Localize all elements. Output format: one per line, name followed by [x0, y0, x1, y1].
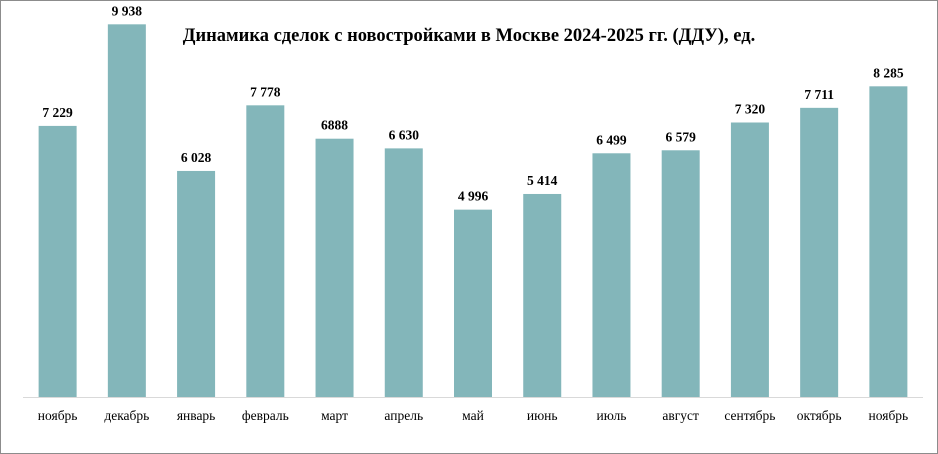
bar-0 [38, 125, 77, 397]
data-label-0: 7 229 [42, 105, 73, 120]
bar-11 [800, 107, 839, 397]
x-tick-label-6: май [462, 408, 484, 423]
data-label-6: 4 996 [458, 189, 489, 204]
data-label-7: 5 414 [527, 173, 558, 188]
bar-7 [523, 193, 562, 397]
data-label-11: 7 711 [804, 87, 834, 102]
x-tick-label-11: октябрь [797, 408, 842, 423]
x-tick-label-9: август [662, 408, 699, 423]
chart-title: Динамика сделок с новостройками в Москве… [182, 26, 756, 46]
data-label-9: 6 579 [666, 129, 697, 144]
x-tick-label-3: февраль [242, 408, 289, 423]
x-tick-label-0: ноябрь [38, 408, 78, 423]
x-tick-label-12: ноябрь [869, 408, 909, 423]
x-tick-label-5: апрель [384, 408, 423, 423]
x-tick-label-2: январь [177, 408, 216, 423]
bar-8 [592, 153, 631, 397]
bar-1 [107, 24, 146, 397]
bars-group [38, 24, 908, 398]
bar-6 [454, 209, 492, 397]
data-label-3: 7 778 [250, 84, 281, 99]
data-labels-group: 7 229 9 938 6 028 7 778 6888 6 630 4 996 5 414 6… [42, 3, 903, 203]
data-label-12: 8 285 [873, 65, 904, 80]
data-label-1: 9 938 [112, 3, 143, 18]
data-label-8: 6 499 [596, 132, 627, 147]
x-tick-label-1: декабрь [104, 408, 149, 423]
bar-12 [869, 86, 908, 397]
bar-4 [315, 138, 354, 397]
data-label-5: 6 630 [389, 127, 420, 142]
bar-5 [384, 148, 423, 398]
data-label-10: 7 320 [735, 102, 766, 117]
data-label-4: 6888 [321, 118, 348, 133]
x-tick-label-8: июль [597, 408, 627, 423]
x-tick-label-10: сентябрь [724, 408, 775, 423]
tick-labels-group: ноябрь декабрь январь февраль март апрель май и… [38, 408, 908, 423]
bar-2 [177, 170, 216, 397]
bar-9 [661, 150, 700, 397]
x-tick-label-7: июнь [527, 408, 558, 423]
x-tick-label-4: март [321, 408, 348, 423]
bar-3 [246, 105, 285, 397]
data-label-2: 6 028 [181, 150, 212, 165]
bar-10 [730, 122, 769, 397]
